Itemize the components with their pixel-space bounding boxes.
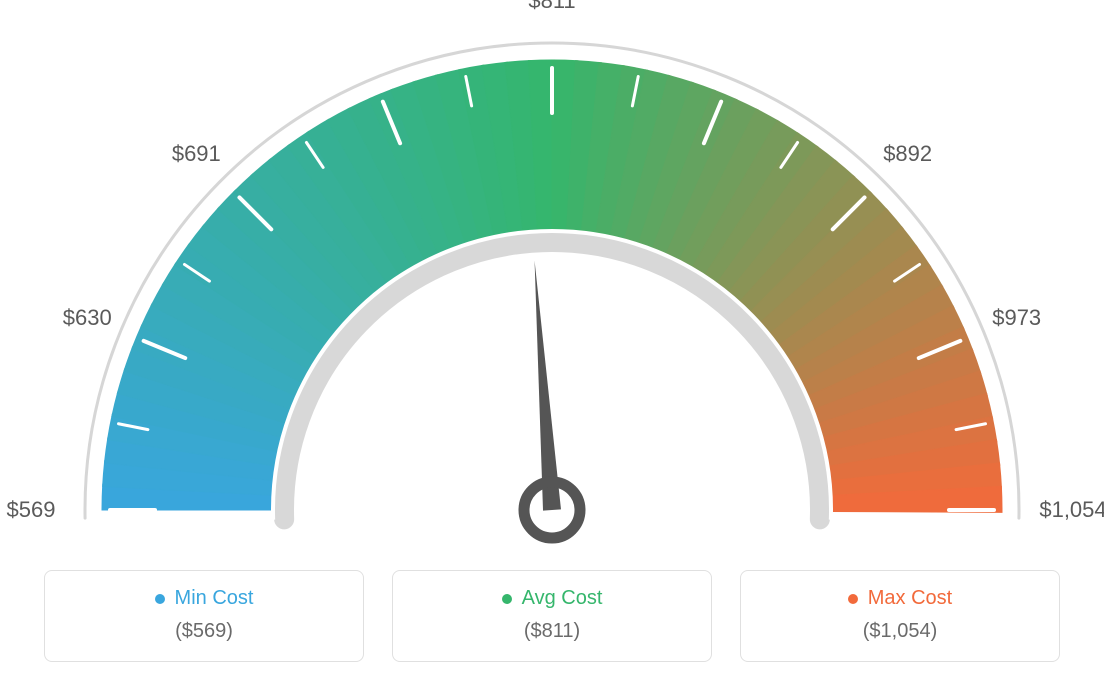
legend-dot-max [848, 594, 858, 604]
legend-title-text-min: Min Cost [175, 587, 254, 610]
legend-card-avg: Avg Cost ($811) [392, 570, 712, 662]
legend-title-min: Min Cost [45, 587, 363, 610]
legend-value-avg: ($811) [393, 620, 711, 643]
gauge-tick-label: $1,054 [1039, 497, 1104, 523]
legend-title-avg: Avg Cost [393, 587, 711, 610]
gauge-tick-label: $691 [172, 141, 221, 167]
legend-title-text-avg: Avg Cost [522, 587, 603, 610]
legend-title-text-max: Max Cost [868, 587, 952, 610]
gauge-svg [0, 0, 1104, 560]
gauge-tick-label: $569 [7, 497, 56, 523]
gauge-tick-label: $811 [528, 0, 575, 14]
legend-card-min: Min Cost ($569) [44, 570, 364, 662]
gauge-tick-label: $973 [992, 305, 1041, 331]
legend-row: Min Cost ($569) Avg Cost ($811) Max Cost… [0, 570, 1104, 662]
gauge-tick-label: $892 [883, 141, 932, 167]
gauge-chart: $569 $630 $691 $811 $892 $973 $1,054 [0, 0, 1104, 560]
legend-value-max: ($1,054) [741, 620, 1059, 643]
legend-title-max: Max Cost [741, 587, 1059, 610]
legend-dot-min [155, 594, 165, 604]
legend-dot-avg [502, 594, 512, 604]
gauge-tick-label: $630 [63, 305, 112, 331]
legend-value-min: ($569) [45, 620, 363, 643]
legend-card-max: Max Cost ($1,054) [740, 570, 1060, 662]
